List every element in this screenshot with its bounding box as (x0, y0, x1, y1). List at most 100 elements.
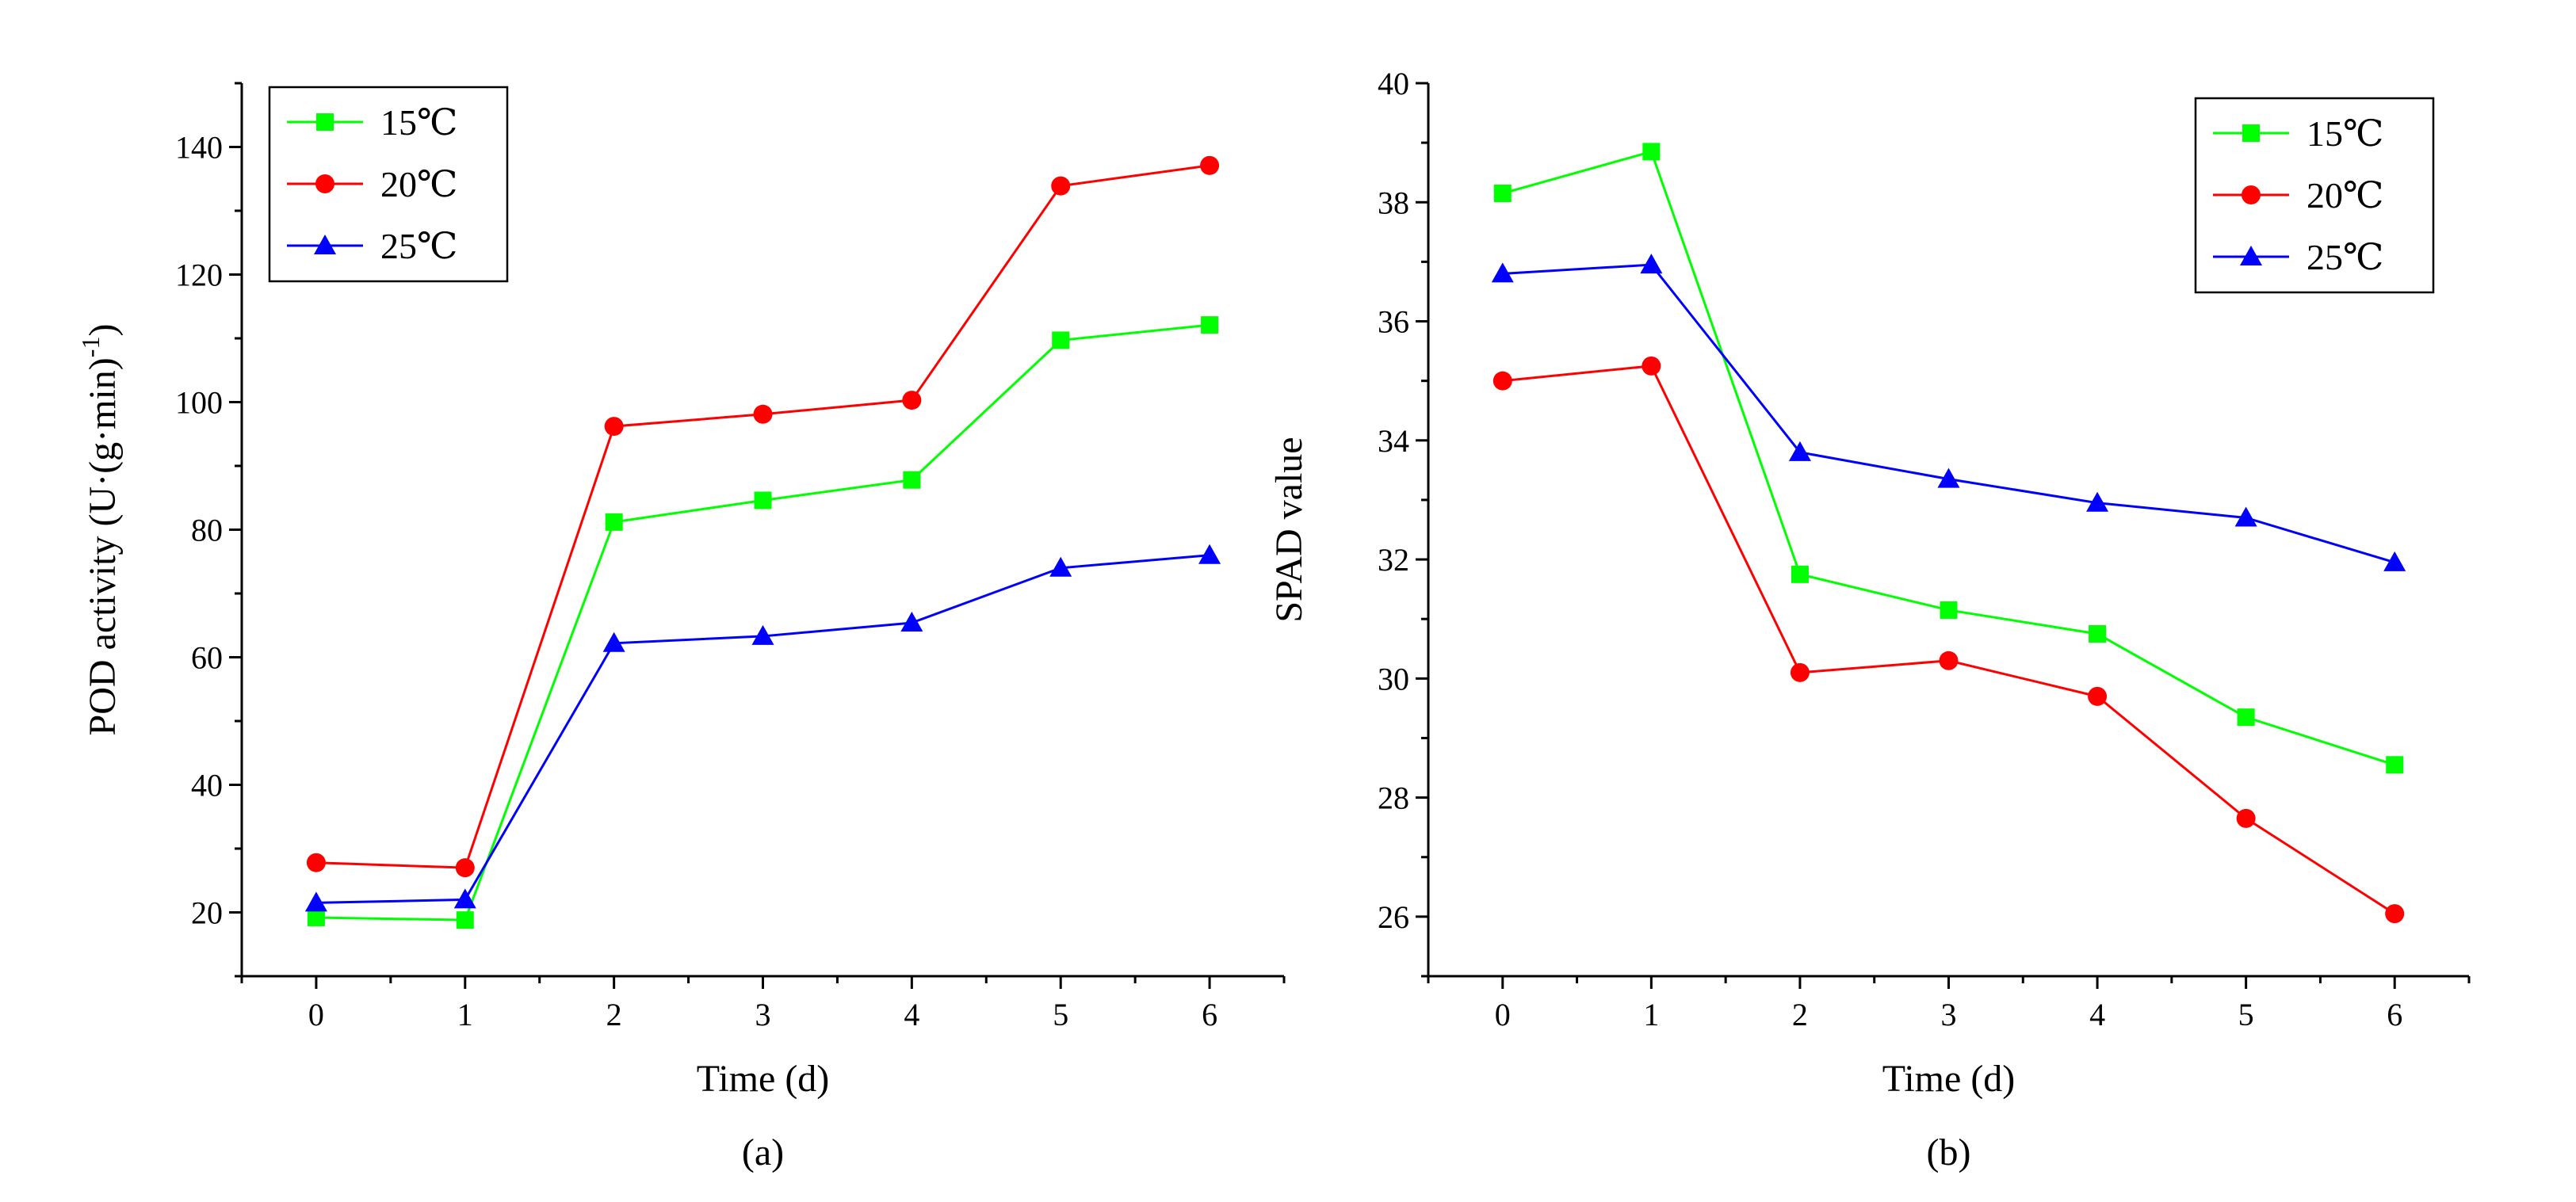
data-point-triangle (2086, 491, 2109, 512)
data-point-triangle (453, 888, 476, 909)
data-point-circle (604, 417, 624, 437)
x-tick-label: 0 (308, 997, 324, 1032)
data-point-triangle (602, 632, 625, 652)
data-point-circle (1200, 155, 1220, 175)
y-tick-label: 36 (1378, 304, 1409, 340)
y-tick-label: 28 (1378, 780, 1409, 816)
x-tick-label: 5 (2238, 997, 2254, 1032)
series-line-circle (1502, 364, 2396, 915)
legend-label: 20℃ (2307, 175, 2383, 216)
legend-marker-square (316, 113, 334, 131)
data-point-circle (1642, 356, 1661, 376)
data-point-triangle (1937, 467, 1960, 488)
x-tick-label: 3 (755, 997, 771, 1032)
x-tick-label: 3 (1941, 997, 1957, 1032)
x-tick-label: 1 (457, 997, 473, 1032)
data-point-circle (1051, 176, 1071, 196)
y-tick-label: 140 (175, 130, 223, 166)
data-point-square (1493, 184, 1512, 202)
data-point-circle (306, 853, 326, 872)
data-point-triangle (1491, 262, 1514, 283)
y-tick-label: 120 (175, 258, 223, 293)
data-point-triangle (900, 612, 923, 632)
x-tick-label: 4 (2089, 997, 2105, 1032)
data-point-square (456, 911, 474, 929)
y-tick-label: 20 (191, 895, 223, 931)
panel-label: (b) (1927, 1131, 1971, 1173)
x-tick-label: 2 (1792, 997, 1808, 1032)
legend-label: 20℃ (380, 164, 457, 204)
chart-panel-a: 0 1 2 3 4 5 6 20 40 60 80 100 120 140 Time (d) POD acti… (76, 82, 1286, 1173)
data-point-square (903, 471, 921, 489)
y-axis-title: POD activity (U·(g·min)-1) (76, 324, 124, 736)
x-tick-label: 0 (1495, 997, 1511, 1032)
legend: 15℃ 20℃ 25℃ (2194, 97, 2435, 294)
legend-label: 15℃ (380, 102, 457, 143)
data-point-circle (455, 858, 475, 878)
data-point-square (2237, 708, 2255, 727)
data-point-square (1791, 565, 1809, 583)
data-point-circle (2088, 686, 2108, 706)
x-tick-label: 6 (2387, 997, 2402, 1032)
data-point-circle (1790, 662, 1810, 682)
data-point-circle (753, 404, 773, 424)
data-point-square (1201, 316, 1219, 334)
data-point-square (605, 513, 623, 531)
y-axis-title-main: POD activity (U·(g·min) (82, 357, 124, 735)
y-tick-label: 80 (191, 513, 223, 548)
y-tick-label: 34 (1378, 423, 1409, 459)
data-point-square (2089, 624, 2107, 643)
y-tick-label: 60 (191, 640, 223, 676)
y-axis-title-end: ) (82, 324, 124, 337)
data-point-triangle (2383, 551, 2406, 571)
legend-marker-circle (315, 174, 334, 193)
legend-label: 25℃ (2307, 237, 2383, 277)
y-tick-label: 38 (1378, 185, 1409, 220)
data-point-circle (2236, 808, 2256, 828)
data-point-circle (2385, 904, 2405, 924)
data-point-triangle (751, 624, 774, 645)
x-tick-label: 4 (904, 997, 919, 1032)
y-axis-title-superscript: -1 (76, 337, 105, 358)
legend-marker-triangle (314, 235, 336, 254)
x-tick-label: 6 (1202, 997, 1217, 1032)
x-axis-title: Time (d) (1882, 1058, 2016, 1100)
data-point-circle (902, 391, 922, 410)
x-tick-label: 2 (606, 997, 622, 1032)
legend-label: 15℃ (2307, 113, 2383, 154)
y-axis-title: SPAD value (1268, 437, 1310, 622)
data-point-square (1642, 143, 1661, 161)
data-point-circle (1492, 371, 1512, 391)
data-point-triangle (2234, 506, 2257, 527)
data-point-square (1052, 331, 1070, 349)
data-point-triangle (304, 891, 327, 912)
series-line-triangle (1502, 263, 2395, 564)
legend-marker-square (2242, 124, 2260, 142)
data-point-triangle (1788, 441, 1811, 461)
y-axis-title-main: SPAD value (1268, 437, 1310, 622)
legend-marker-triangle (2240, 246, 2262, 265)
legend: 15℃ 20℃ 25℃ (268, 86, 509, 283)
x-tick-label: 5 (1053, 997, 1068, 1032)
x-axis-title: Time (d) (697, 1058, 830, 1100)
data-point-triangle (1198, 544, 1221, 564)
y-tick-label: 30 (1378, 661, 1409, 696)
data-point-triangle (1049, 556, 1072, 577)
data-point-square (307, 908, 325, 926)
x-tick-label: 1 (1643, 997, 1659, 1032)
legend-label: 25℃ (380, 226, 457, 266)
y-tick-label: 32 (1378, 542, 1409, 578)
series-line-triangle (315, 554, 1210, 904)
data-point-triangle (1640, 254, 1663, 274)
data-point-square (1940, 601, 1958, 619)
y-tick-label: 40 (191, 768, 223, 803)
data-point-square (2386, 756, 2404, 774)
data-point-circle (1939, 651, 1959, 670)
data-point-square (754, 491, 772, 509)
y-tick-label: 40 (1378, 66, 1409, 101)
legend-marker-circle (2242, 185, 2261, 204)
y-tick-label: 26 (1378, 899, 1409, 935)
y-tick-label: 100 (175, 385, 223, 421)
